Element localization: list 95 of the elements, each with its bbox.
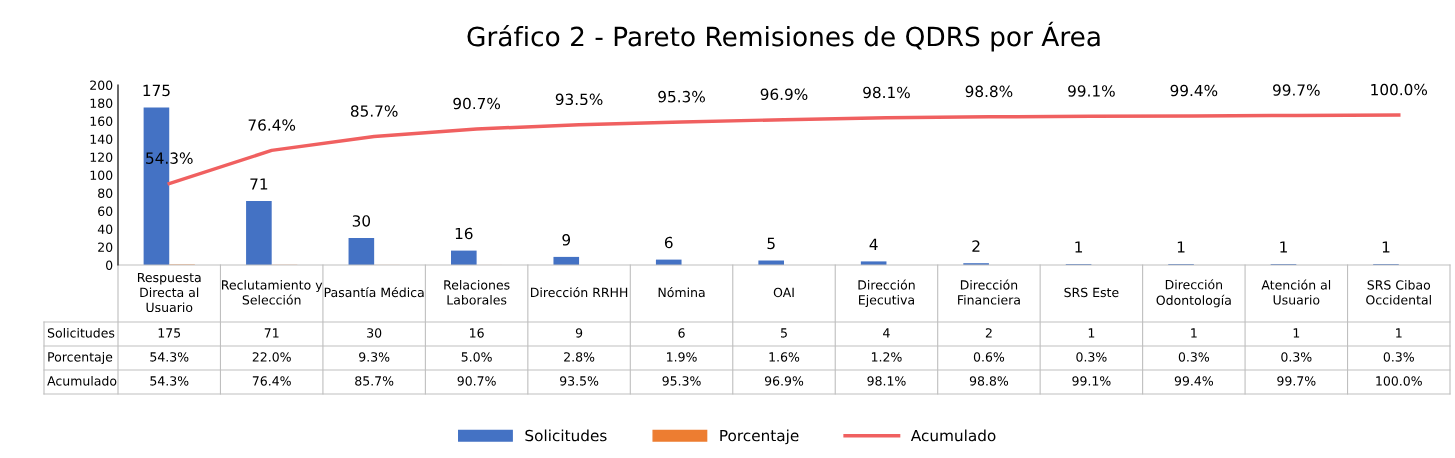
data-label: 0.6% xyxy=(973,352,1005,362)
data-label: 54.3% xyxy=(150,352,189,362)
data-label: 4 xyxy=(883,328,890,338)
text: 175 xyxy=(143,84,170,97)
text: 98.8% xyxy=(965,85,1013,98)
data-label: 100.0% xyxy=(1376,376,1422,386)
y-tick-label: 200 xyxy=(90,80,113,90)
data-label: 71 xyxy=(264,328,279,338)
data-label: 1 xyxy=(1396,328,1402,338)
text: Porcentaje xyxy=(48,351,113,365)
y-tick-label: 180 xyxy=(90,98,113,108)
text: Solicitudes xyxy=(47,327,115,338)
data-label: 0.3% xyxy=(1383,352,1414,362)
data-label: 175 xyxy=(158,328,181,338)
data-label: 5.0% xyxy=(461,352,492,362)
text: 100.0% xyxy=(1371,83,1428,96)
x-tick-label: SRS Cibao Occidental xyxy=(1366,279,1431,305)
data-label: 99.1% xyxy=(1072,376,1111,386)
text: 76.4% xyxy=(248,119,296,131)
data-label: 0.3% xyxy=(1076,352,1107,362)
x-tick-label: Dirección Financiera xyxy=(958,279,1020,305)
text: 1 xyxy=(1075,241,1083,253)
data-label: 1.9% xyxy=(667,352,697,362)
data-label: 76.4% xyxy=(252,376,291,386)
x-tick-label: SRS Este xyxy=(1064,287,1119,298)
text: 4 xyxy=(869,238,878,250)
y-tick-label: 120 xyxy=(90,152,113,162)
data-label: 2.8% xyxy=(564,352,595,362)
x-tick-label: Dirección Odontología xyxy=(1156,279,1231,308)
data-label: 9 xyxy=(575,328,583,338)
data-label: 1 xyxy=(1293,328,1300,338)
data-label: 1.6% xyxy=(769,352,800,362)
y-tick-label: 100 xyxy=(90,170,113,180)
data-label: 30 xyxy=(367,328,382,338)
x-tick-label: Nómina xyxy=(658,286,705,298)
text: 71 xyxy=(250,178,268,190)
data-label: 95.3% xyxy=(662,376,701,386)
chart-title: Gráfico 2 - Pareto Remisiones de QDRS por Área xyxy=(467,21,1100,52)
text: 90.7% xyxy=(453,97,501,110)
data-label: 2 xyxy=(985,328,992,338)
text: Acumulado xyxy=(47,375,117,386)
text: 30 xyxy=(352,215,371,227)
data-label: 99.4% xyxy=(1174,376,1214,386)
text: 2 xyxy=(972,240,980,252)
data-label: 99.7% xyxy=(1277,376,1316,386)
data-label: 98.1% xyxy=(867,376,906,386)
legend-label: Solicitudes xyxy=(525,429,607,442)
x-tick-label: Pasantía Médica xyxy=(324,286,424,298)
y-tick-label: 140 xyxy=(90,134,113,144)
x-tick-label: Dirección Ejecutiva xyxy=(858,279,915,308)
data-label: 0.3% xyxy=(1281,352,1312,362)
text: 1 xyxy=(1280,241,1287,253)
text: 95.3% xyxy=(658,90,705,103)
text: 96.9% xyxy=(760,88,808,101)
data-label: 90.7% xyxy=(457,376,496,386)
text: 99.1% xyxy=(1068,85,1115,97)
data-label: 1 xyxy=(1191,328,1197,338)
y-tick-label: 80 xyxy=(98,188,113,198)
text: 93.5% xyxy=(555,93,603,106)
data-label: 98.8% xyxy=(969,376,1009,386)
text: 99.4% xyxy=(1170,84,1218,97)
legend-label: Acumulado xyxy=(910,429,996,442)
legend-label: Porcentaje xyxy=(720,429,799,445)
text: 99.7% xyxy=(1273,84,1320,96)
data-label: 1.2% xyxy=(871,352,902,362)
y-tick-label: 20 xyxy=(98,242,113,252)
x-tick-label: Atención al Usuario xyxy=(1261,279,1331,305)
y-tick-label: 0 xyxy=(106,260,113,270)
text: 16 xyxy=(455,227,473,240)
x-tick-label: OAI xyxy=(773,287,794,298)
x-tick-label: Relaciones Laborales xyxy=(444,279,510,305)
x-tick-label: Respuesta Directa al Usuario xyxy=(137,272,201,313)
x-tick-label: Reclutamiento y Selección xyxy=(222,279,323,305)
text: 98.1% xyxy=(863,86,910,99)
data-label: 96.9% xyxy=(764,376,804,386)
data-label: 22.0% xyxy=(252,352,291,362)
text: 1 xyxy=(1177,241,1185,253)
data-label: 93.5% xyxy=(560,376,599,386)
text: 6 xyxy=(664,236,673,249)
x-tick-label: Dirección RRHH xyxy=(531,286,628,298)
data-label: 0.3% xyxy=(1178,352,1210,362)
y-tick-label: 160 xyxy=(90,116,113,126)
text: 85.7% xyxy=(350,105,398,117)
data-label: 85.7% xyxy=(355,376,394,386)
y-tick-label: 40 xyxy=(97,224,113,234)
data-label: 54.3% xyxy=(150,376,189,386)
data-label: 9.3% xyxy=(359,352,390,362)
text: 1 xyxy=(1382,241,1390,253)
data-label: 1 xyxy=(1088,328,1095,338)
text: 9 xyxy=(562,234,571,246)
y-tick-label: 60 xyxy=(98,206,113,216)
data-label: 16 xyxy=(470,328,484,338)
data-label: 6 xyxy=(678,328,685,338)
data-label: 5 xyxy=(780,328,787,338)
text: 5 xyxy=(767,237,775,250)
